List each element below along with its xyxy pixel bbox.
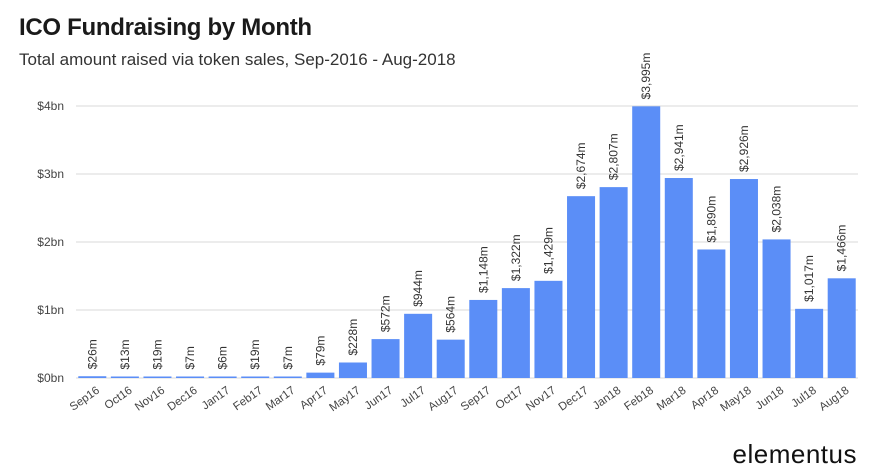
bar-apr18 — [697, 249, 726, 378]
bar-jul18 — [795, 308, 824, 378]
data-label: $1,466m — [835, 225, 849, 272]
chart-subtitle: Total amount raised via token sales, Sep… — [19, 50, 456, 69]
data-label: $26m — [85, 339, 99, 369]
data-label: $2,926m — [737, 125, 751, 172]
x-tick-label: Aug18 — [817, 385, 851, 414]
x-tick-label: Jan17 — [200, 385, 233, 413]
data-label: $2,941m — [672, 124, 686, 171]
data-labels: $26m $13m $19m $7m $6m $19m $7m $79m $228m $572m $… — [85, 53, 848, 370]
bar-aug18 — [827, 278, 856, 378]
data-label: $228m — [346, 319, 360, 356]
gridlines — [76, 105, 858, 379]
y-tick-label: $0bn — [37, 371, 64, 385]
y-axis-ticks: $0bn $1bn $2bn $3bn $4bn — [37, 99, 64, 385]
data-label: $1,429m — [541, 227, 555, 274]
elementus-logo: elementus — [732, 439, 857, 469]
bar-nov16 — [143, 376, 172, 378]
bars — [78, 106, 856, 378]
data-label: $2,807m — [607, 133, 621, 180]
x-tick-label: Sep16 — [68, 385, 102, 414]
x-tick-label: Apr17 — [298, 385, 330, 412]
data-label: $6m — [216, 346, 230, 369]
x-tick-label: Jan18 — [591, 385, 624, 413]
x-tick-label: Nov16 — [133, 385, 167, 414]
x-tick-label: Aug17 — [426, 385, 460, 414]
data-label: $13m — [118, 339, 132, 369]
data-label: $7m — [281, 346, 295, 369]
bar-oct17 — [501, 288, 530, 378]
data-label: $19m — [248, 339, 262, 369]
bar-mar18 — [664, 178, 693, 378]
x-tick-label: Oct17 — [494, 385, 526, 412]
data-label: $1,148m — [476, 246, 490, 293]
data-label: $564m — [444, 296, 458, 333]
x-tick-label: Jun18 — [754, 385, 787, 413]
x-tick-label: Mar18 — [655, 385, 689, 414]
bar-jan18 — [599, 187, 628, 378]
bar-may18 — [729, 179, 758, 378]
x-tick-label: Dec17 — [557, 385, 591, 414]
bar-dec17 — [567, 196, 596, 378]
bar-oct16 — [110, 376, 139, 378]
y-tick-label: $1bn — [37, 303, 64, 317]
bar-jun18 — [762, 239, 791, 378]
x-tick-label: Oct16 — [103, 385, 135, 412]
x-tick-label: May17 — [328, 385, 363, 415]
x-tick-label: Jul18 — [789, 385, 818, 411]
data-label: $572m — [379, 295, 393, 332]
x-tick-label: Jul17 — [398, 385, 427, 411]
y-tick-label: $3bn — [37, 167, 64, 181]
bar-dec16 — [176, 376, 205, 378]
bar-may17 — [338, 362, 367, 378]
x-tick-label: Jun17 — [363, 385, 396, 413]
x-tick-label: Mar17 — [264, 385, 298, 414]
x-tick-label: Feb18 — [622, 385, 656, 414]
bar-jul17 — [404, 313, 433, 378]
data-label: $79m — [313, 336, 327, 366]
bar-nov17 — [534, 280, 563, 378]
x-tick-label: May18 — [719, 385, 754, 415]
bar-feb17 — [241, 376, 270, 378]
data-label: $2,674m — [574, 142, 588, 189]
bar-jun17 — [371, 339, 400, 378]
data-label: $1,890m — [704, 196, 718, 243]
data-label: $3,995m — [639, 53, 653, 100]
x-tick-label: Feb17 — [231, 385, 265, 414]
bar-sep16 — [78, 376, 107, 378]
bar-aug17 — [436, 339, 465, 378]
data-label: $1,017m — [802, 255, 816, 302]
data-label: $2,038m — [770, 186, 784, 233]
y-tick-label: $2bn — [37, 235, 64, 249]
data-label: $7m — [183, 346, 197, 369]
chart-title: ICO Fundraising by Month — [19, 14, 312, 41]
bar-mar17 — [273, 376, 302, 378]
bar-sep17 — [469, 299, 498, 378]
x-tick-label: Apr18 — [689, 385, 721, 412]
data-label: $19m — [150, 339, 164, 369]
bar-jan17 — [208, 376, 237, 378]
y-tick-label: $4bn — [37, 99, 64, 113]
bar-feb18 — [632, 106, 661, 378]
x-tick-label: Dec16 — [166, 385, 200, 414]
bar-apr17 — [306, 372, 335, 378]
data-label: $944m — [411, 270, 425, 307]
x-tick-label: Nov17 — [524, 385, 558, 414]
x-tick-label: Sep17 — [459, 385, 493, 414]
data-label: $1,322m — [509, 234, 523, 281]
